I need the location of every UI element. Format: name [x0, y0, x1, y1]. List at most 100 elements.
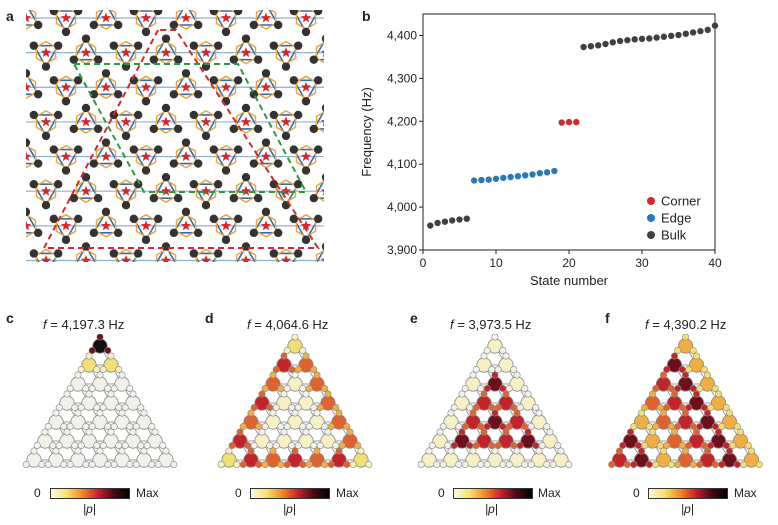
legend-marker-edge	[647, 214, 655, 222]
pressure-subsite-c	[110, 461, 118, 469]
blue-triangle	[152, 37, 180, 61]
lattice-node	[269, 249, 279, 258]
lattice-node	[89, 228, 99, 238]
panel-label-b: b	[362, 8, 371, 24]
blue-triangle	[72, 106, 100, 130]
x-tick-label: 10	[489, 256, 503, 270]
lattice-node	[73, 214, 83, 224]
blue-triangle	[312, 179, 324, 200]
lattice-node	[129, 145, 139, 154]
orange-ring	[235, 248, 257, 262]
orange-ring	[255, 213, 277, 238]
pressure-subsite-d	[291, 447, 299, 455]
lattice-node	[213, 249, 223, 258]
data-point-bulk	[638, 35, 646, 43]
blue-triangle	[312, 109, 324, 130]
lattice-node	[113, 90, 123, 99]
star-site	[300, 151, 312, 161]
blue-triangle	[92, 71, 120, 96]
blue-triangle	[152, 175, 180, 200]
star-site	[26, 81, 32, 92]
pressure-subsite-c	[66, 461, 74, 469]
pressure-subsite-d	[313, 447, 321, 455]
colorbar-max-e: Max	[538, 486, 561, 500]
legend-label-edge: Edge	[661, 211, 691, 226]
lattice-node	[109, 41, 119, 50]
pressure-subsite-e	[461, 461, 469, 469]
pressure-subsite-f	[718, 423, 726, 431]
data-point-bulk	[682, 30, 689, 37]
lattice-node	[133, 41, 143, 50]
x-tick-label: 0	[420, 256, 427, 270]
blue-triangle	[192, 183, 220, 207]
pressure-subsite-e	[417, 461, 425, 469]
star-site	[200, 47, 212, 58]
star-site	[60, 220, 72, 231]
pressure-subsite-f	[630, 423, 638, 431]
pressure-subsite-d	[305, 461, 313, 469]
pressure-subsite-d	[272, 365, 280, 373]
orange-ring	[95, 10, 117, 30]
pressure-subsite-d	[228, 442, 236, 450]
pressure-subsite-c	[60, 461, 68, 469]
star-site	[200, 255, 212, 262]
blue-triangle	[232, 175, 260, 200]
lattice-node	[161, 242, 171, 251]
blue-triangle	[72, 37, 100, 61]
pressure-subsite-e	[480, 352, 488, 360]
pressure-subsite-f	[733, 423, 741, 431]
panel-label-a: a	[6, 8, 14, 24]
lattice-node	[193, 228, 203, 238]
data-point-corner	[573, 118, 580, 126]
pressure-subsite-d	[299, 461, 307, 469]
lattice-node	[293, 110, 303, 120]
pressure-subsite-e	[458, 390, 466, 398]
lattice-node	[301, 235, 311, 245]
colorbar-caption-c: |p|	[83, 502, 96, 516]
pressure-subsite-f	[682, 371, 690, 379]
lattice-node	[129, 214, 139, 224]
lattice-node	[89, 159, 99, 168]
pressure-subsite-d	[294, 365, 302, 373]
star-site	[180, 12, 192, 23]
lattice-node	[53, 249, 63, 258]
colorbar-c	[50, 488, 130, 499]
pressure-subsite-e	[472, 365, 480, 373]
blue-triangle	[292, 79, 320, 103]
data-point-bulk	[660, 33, 668, 40]
pressure-subsite-f	[696, 384, 704, 392]
pressure-subsite-d	[332, 404, 340, 412]
pressure-subsite-c	[132, 423, 140, 431]
pressure-subsite-f	[700, 365, 708, 373]
pressure-subsite-f	[693, 352, 701, 360]
pressure-subsite-f	[682, 409, 690, 417]
star-site	[26, 220, 32, 231]
data-point-bulk	[689, 29, 697, 36]
pressure-subsite-e	[505, 423, 513, 431]
lattice-node	[81, 242, 91, 251]
star-site	[220, 81, 232, 92]
star-site	[120, 47, 132, 58]
lattice-node	[313, 145, 323, 154]
pressure-subsite-d	[335, 447, 343, 455]
pressure-subsite-c	[96, 447, 104, 455]
lattice-node	[26, 207, 31, 217]
lattice-node	[181, 207, 191, 217]
data-point-edge	[478, 176, 485, 184]
pressure-subsite-e	[499, 461, 507, 469]
pressure-map-d	[217, 334, 373, 469]
pressure-subsite-f	[608, 461, 616, 469]
orange-ring	[26, 75, 37, 100]
pressure-subsite-e	[513, 371, 521, 379]
pressure-subsite-c	[85, 352, 93, 360]
pressure-subsite-d	[294, 404, 302, 412]
lattice-node	[61, 235, 71, 245]
pressure-subsite-d	[283, 347, 291, 355]
x-tick-label: 30	[635, 256, 649, 270]
blue-triangle	[112, 114, 140, 138]
pressure-subsite-e	[549, 461, 557, 469]
data-point-bulk	[456, 216, 463, 223]
orange-ring	[175, 75, 197, 100]
blue-triangle	[32, 183, 60, 207]
lattice-node	[69, 194, 79, 203]
